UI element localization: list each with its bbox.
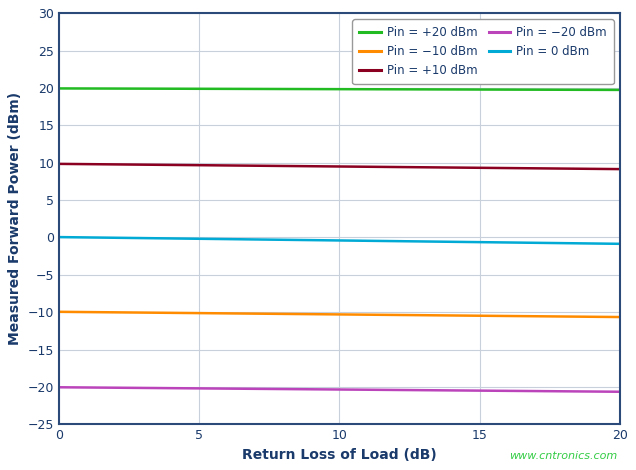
Legend: Pin = +20 dBm, Pin = −10 dBm, Pin = +10 dBm, Pin = −20 dBm, Pin = 0 dBm: Pin = +20 dBm, Pin = −10 dBm, Pin = +10 …	[352, 19, 614, 84]
Text: www.cntronics.com: www.cntronics.com	[509, 451, 617, 461]
Y-axis label: Measured Forward Power (dBm): Measured Forward Power (dBm)	[8, 92, 22, 345]
X-axis label: Return Loss of Load (dB): Return Loss of Load (dB)	[242, 447, 437, 462]
